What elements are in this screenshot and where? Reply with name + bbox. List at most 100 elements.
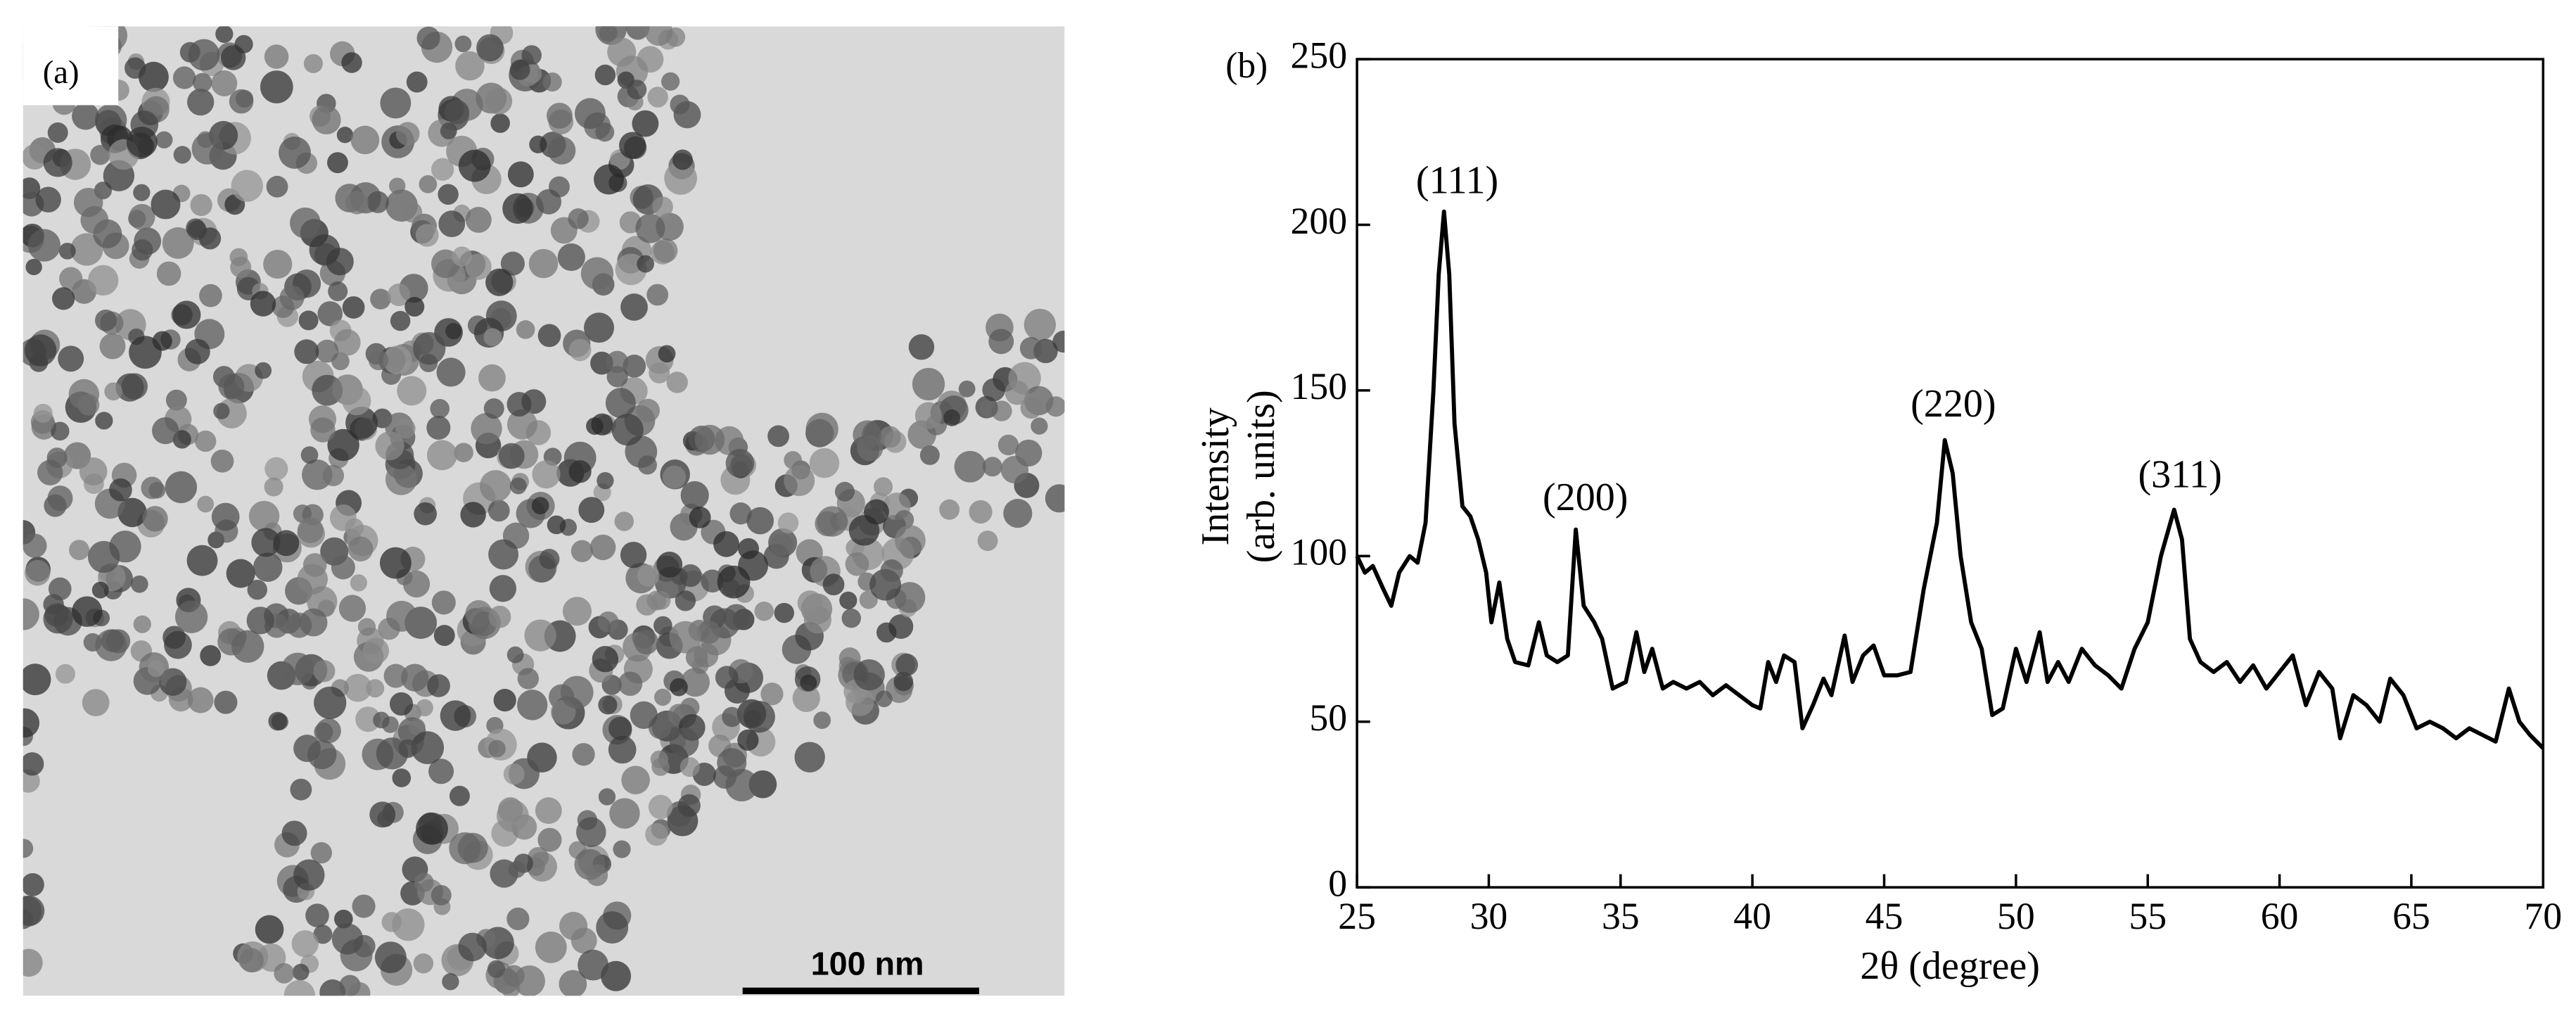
particle [626,26,650,40]
particle [374,941,407,974]
particle [336,127,354,144]
particle [542,72,562,92]
particle [314,722,333,742]
particle [211,502,240,531]
particle [457,832,488,863]
particle [694,642,719,668]
particle [25,334,57,367]
particle [1019,336,1042,360]
particle [784,465,815,497]
particle [162,626,186,649]
particle [25,559,51,586]
particle [147,660,165,678]
particle [894,509,914,530]
particle [210,449,234,473]
particle [59,267,83,291]
particle [680,757,700,777]
particle [623,354,646,378]
particle [729,502,752,525]
particle [859,590,878,609]
particle [509,477,527,495]
particle [319,979,346,996]
particle [574,98,606,129]
particle [87,540,120,573]
particle [664,162,697,195]
particle [416,812,448,845]
particle [1045,484,1065,513]
particle [383,345,412,375]
particle [197,495,215,513]
particle [648,794,673,820]
particle [608,735,637,764]
particle [413,953,434,974]
particle [46,447,68,469]
particle [723,604,750,630]
x-tick-label: 35 [1602,895,1640,937]
particle [487,500,510,522]
particle [281,652,314,685]
particle [777,512,799,533]
particle [283,979,315,996]
particle [312,105,341,135]
particle [713,531,739,557]
particle [506,907,530,931]
particle [1052,330,1065,353]
particle [813,711,831,729]
particle [578,949,609,981]
particle [50,421,70,441]
particle [402,570,431,598]
particle [104,382,123,401]
particle [572,743,595,766]
y-axis-label: (arb. units) [1239,390,1283,563]
particle [560,675,594,709]
particle [389,692,414,716]
particle [313,660,336,682]
particle [578,497,605,523]
particle [58,345,84,372]
particle [476,34,504,62]
particle [402,202,423,223]
particle [454,35,472,53]
particle [218,373,245,400]
particle [401,663,429,692]
particle [23,144,48,170]
x-axis-label: 2θ (degree) [1860,944,2040,988]
particle [670,94,690,115]
particle [1000,455,1029,484]
particle [329,504,357,531]
particle [310,842,333,864]
particle [331,923,364,955]
particle [637,455,657,475]
particle [213,402,230,420]
particle [893,671,914,692]
particle [187,88,215,116]
particle [988,329,1014,355]
particle [165,471,198,504]
particle [152,417,179,445]
particle [454,443,473,462]
particle [722,706,742,728]
particle [547,102,573,129]
particle [327,428,359,462]
particle [331,555,355,580]
particle [487,960,506,978]
particle [460,502,486,528]
particle [822,573,845,596]
particle [23,948,43,977]
particle [141,476,164,500]
particle [414,872,434,892]
xrd-line [1355,209,2545,750]
particle [876,622,897,643]
x-tick-label: 65 [2392,895,2430,937]
particle [133,184,151,201]
particle [597,611,619,633]
particle [658,345,676,363]
particle [440,122,457,140]
particle [606,350,629,374]
particle [294,339,319,364]
particle [68,379,100,410]
y-axis-label: Intensity [1194,407,1237,545]
particle [292,963,310,981]
particle [291,930,319,958]
particle [214,690,238,714]
